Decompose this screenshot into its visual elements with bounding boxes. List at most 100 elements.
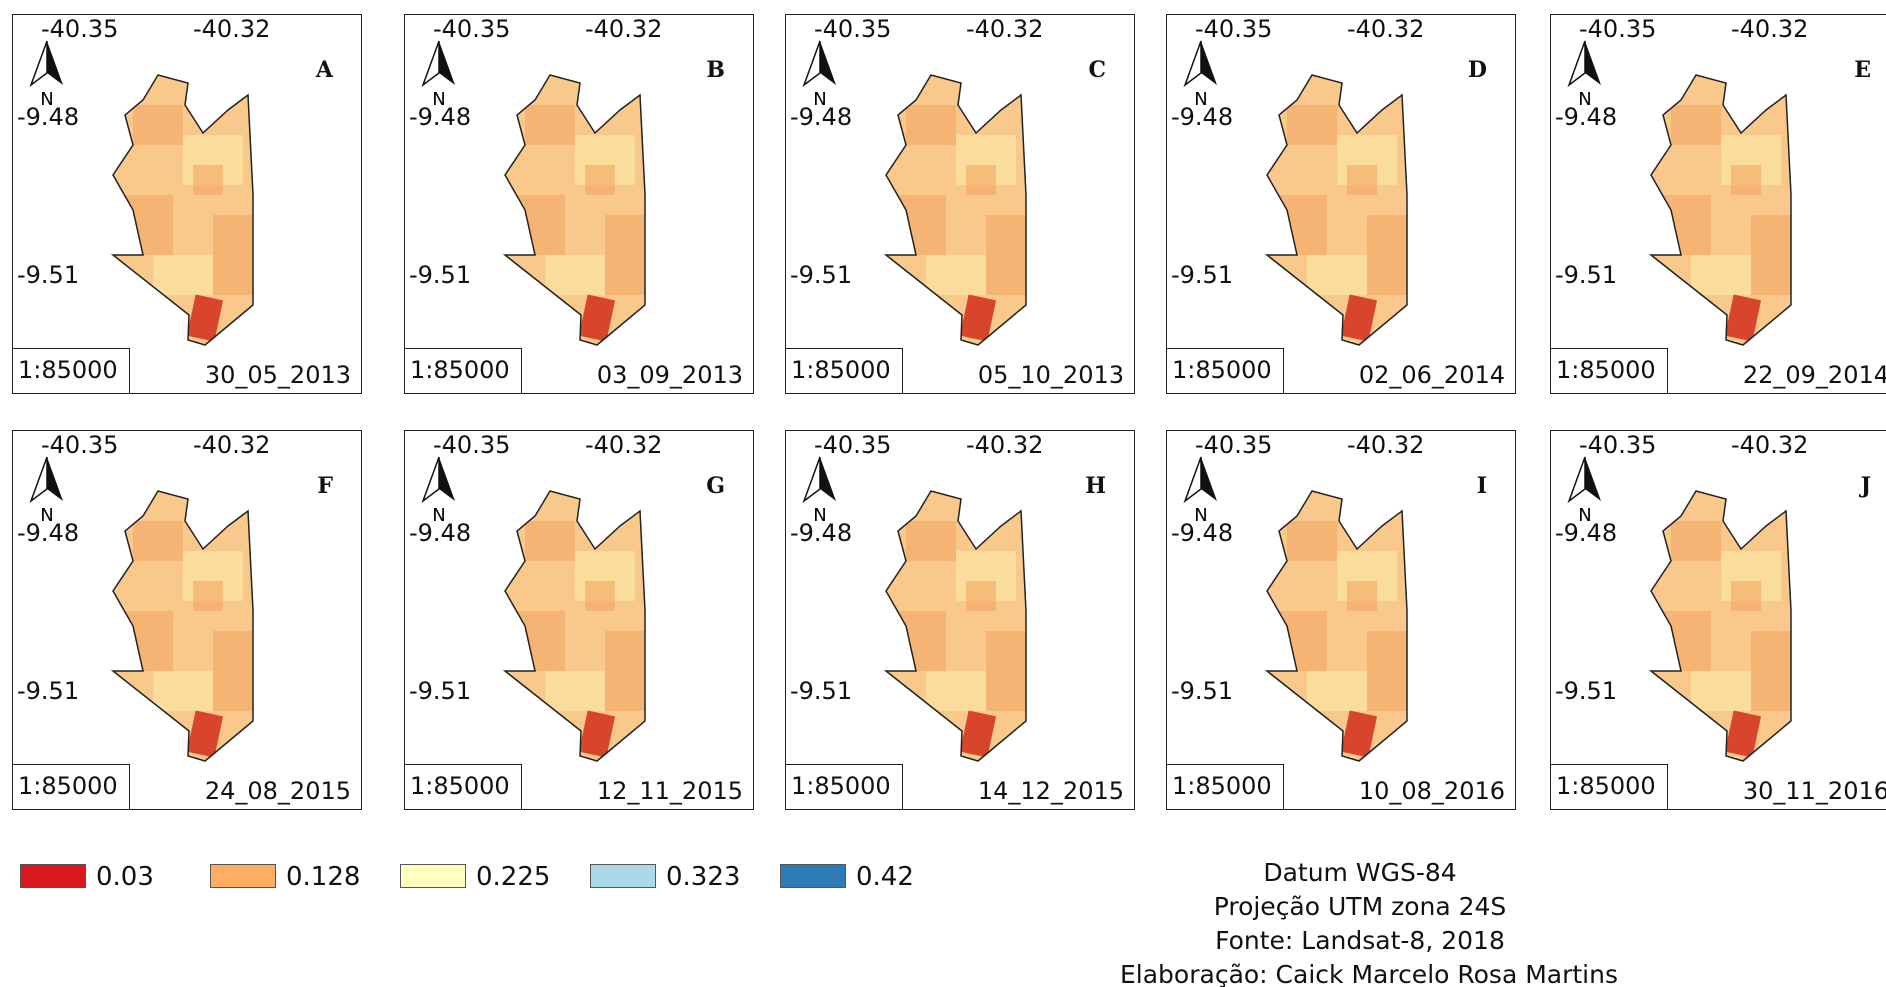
longitude-label-left: -40.35 bbox=[433, 15, 511, 43]
scale-label: 1:85000 bbox=[1550, 764, 1668, 810]
longitude-label-left: -40.35 bbox=[1579, 431, 1657, 459]
legend-label: 0.128 bbox=[286, 862, 361, 892]
legend-swatch bbox=[780, 864, 846, 888]
panel-date: 10_08_2016 bbox=[1358, 777, 1505, 805]
legend-swatch bbox=[400, 864, 466, 888]
longitude-label-left: -40.35 bbox=[814, 15, 892, 43]
longitude-label-left: -40.35 bbox=[433, 431, 511, 459]
north-arrow-icon: N bbox=[421, 456, 455, 523]
map-credits: Datum WGS-84 Projeção UTM zona 24S Fonte… bbox=[1120, 856, 1618, 987]
longitude-label-left: -40.35 bbox=[1579, 15, 1657, 43]
study-area-map bbox=[883, 490, 1027, 762]
longitude-label-left: -40.35 bbox=[41, 15, 119, 43]
latitude-label-bottom: -9.51 bbox=[409, 677, 472, 705]
legend-label: 0.225 bbox=[476, 862, 551, 892]
north-label: N bbox=[1194, 505, 1207, 523]
latitude-label-bottom: -9.51 bbox=[1171, 677, 1234, 705]
latitude-label-bottom: -9.51 bbox=[1171, 261, 1234, 289]
north-label: N bbox=[1578, 89, 1591, 107]
north-label: N bbox=[813, 89, 826, 107]
latitude-label-bottom: -9.51 bbox=[1555, 677, 1618, 705]
panel-letter: E bbox=[1854, 57, 1871, 83]
credits-datum: Datum WGS-84 bbox=[1263, 858, 1457, 887]
credits-author: Elaboração: Caick Marcelo Rosa Martins bbox=[1120, 960, 1618, 987]
panel-date: 02_06_2014 bbox=[1358, 361, 1505, 389]
north-arrow-icon: N bbox=[421, 40, 455, 107]
north-arrow-icon: N bbox=[802, 456, 836, 523]
north-label: N bbox=[1578, 505, 1591, 523]
longitude-label-right: -40.32 bbox=[585, 431, 663, 459]
study-area-map bbox=[1264, 490, 1408, 762]
latitude-label-bottom: -9.51 bbox=[409, 261, 472, 289]
north-label: N bbox=[40, 89, 53, 107]
panel-letter: A bbox=[315, 57, 333, 83]
north-arrow-icon: N bbox=[1567, 40, 1601, 107]
panel-letter: G bbox=[706, 473, 725, 499]
latitude-label-top: -9.48 bbox=[1555, 519, 1618, 547]
study-area-map bbox=[1264, 74, 1408, 346]
study-area-map bbox=[110, 490, 254, 762]
panel-date: 30_11_2016 bbox=[1742, 777, 1886, 805]
north-arrow-icon: N bbox=[1567, 456, 1601, 523]
study-area-map bbox=[502, 490, 646, 762]
longitude-label-right: -40.32 bbox=[193, 431, 271, 459]
latitude-label-top: -9.48 bbox=[1171, 519, 1234, 547]
panel-date: 24_08_2015 bbox=[204, 777, 351, 805]
latitude-label-top: -9.48 bbox=[1555, 103, 1618, 131]
legend-label: 0.42 bbox=[856, 862, 914, 892]
longitude-label-right: -40.32 bbox=[1731, 15, 1809, 43]
panel-letter: I bbox=[1476, 473, 1487, 499]
study-area-map bbox=[110, 74, 254, 346]
map-panel-i: N -40.35 -40.32 -9.48 -9.51 I 1:85000 10_08_201… bbox=[1166, 430, 1516, 810]
panel-date: 12_11_2015 bbox=[596, 777, 743, 805]
latitude-label-top: -9.48 bbox=[1171, 103, 1234, 131]
scale-label: 1:85000 bbox=[404, 348, 522, 394]
longitude-label-left: -40.35 bbox=[1195, 15, 1273, 43]
latitude-label-top: -9.48 bbox=[790, 519, 853, 547]
study-area-map bbox=[502, 74, 646, 346]
scale-label: 1:85000 bbox=[404, 764, 522, 810]
map-panel-b: N -40.35 -40.32 -9.48 -9.51 B 1:85000 03_09_201… bbox=[404, 14, 754, 394]
panel-date: 30_05_2013 bbox=[204, 361, 351, 389]
panel-letter: J bbox=[1860, 473, 1871, 499]
latitude-label-top: -9.48 bbox=[17, 519, 80, 547]
longitude-label-right: -40.32 bbox=[1347, 431, 1425, 459]
north-arrow-icon: N bbox=[29, 456, 63, 523]
panel-date: 22_09_2014 bbox=[1742, 361, 1886, 389]
north-arrow-icon: N bbox=[1183, 40, 1217, 107]
longitude-label-right: -40.32 bbox=[1347, 15, 1425, 43]
longitude-label-right: -40.32 bbox=[1731, 431, 1809, 459]
latitude-label-bottom: -9.51 bbox=[17, 261, 80, 289]
latitude-label-bottom: -9.51 bbox=[17, 677, 80, 705]
north-label: N bbox=[40, 505, 53, 523]
panel-date: 14_12_2015 bbox=[977, 777, 1124, 805]
legend-label: 0.323 bbox=[666, 862, 741, 892]
map-panel-f: N -40.35 -40.32 -9.48 -9.51 F 1:85000 24_08_201… bbox=[12, 430, 362, 810]
latitude-label-bottom: -9.51 bbox=[790, 261, 853, 289]
panel-letter: D bbox=[1467, 57, 1487, 83]
longitude-label-right: -40.32 bbox=[966, 431, 1044, 459]
latitude-label-bottom: -9.51 bbox=[790, 677, 853, 705]
north-label: N bbox=[432, 89, 445, 107]
map-panel-a: N -40.35 -40.32 -9.48 -9.51 A 1:85000 30_05_201… bbox=[12, 14, 362, 394]
scale-label: 1:85000 bbox=[1550, 348, 1668, 394]
north-arrow-icon: N bbox=[802, 40, 836, 107]
scale-label: 1:85000 bbox=[1166, 348, 1284, 394]
panel-letter: B bbox=[706, 57, 725, 83]
latitude-label-top: -9.48 bbox=[17, 103, 80, 131]
scale-label: 1:85000 bbox=[1166, 764, 1284, 810]
legend-label: 0.03 bbox=[96, 862, 154, 892]
north-arrow-icon: N bbox=[1183, 456, 1217, 523]
map-panel-d: N -40.35 -40.32 -9.48 -9.51 D 1:85000 02_06_201… bbox=[1166, 14, 1516, 394]
scale-label: 1:85000 bbox=[12, 348, 130, 394]
latitude-label-top: -9.48 bbox=[409, 103, 472, 131]
scale-label: 1:85000 bbox=[12, 764, 130, 810]
north-label: N bbox=[1194, 89, 1207, 107]
panel-date: 03_09_2013 bbox=[596, 361, 743, 389]
longitude-label-right: -40.32 bbox=[585, 15, 663, 43]
scale-label: 1:85000 bbox=[785, 348, 903, 394]
legend-swatch bbox=[20, 864, 86, 888]
scale-label: 1:85000 bbox=[785, 764, 903, 810]
longitude-label-right: -40.32 bbox=[193, 15, 271, 43]
